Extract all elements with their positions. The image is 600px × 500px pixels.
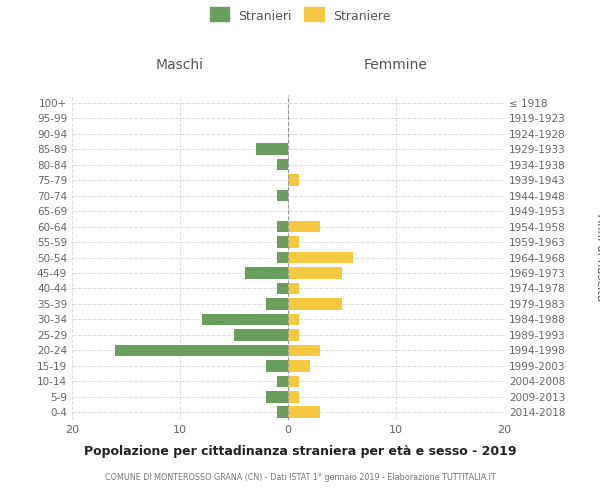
Bar xyxy=(288,406,320,418)
Bar xyxy=(288,329,299,340)
Bar xyxy=(266,298,288,310)
Bar xyxy=(288,314,299,325)
Bar xyxy=(288,267,342,279)
Bar xyxy=(277,376,288,387)
Text: Popolazione per cittadinanza straniera per età e sesso - 2019: Popolazione per cittadinanza straniera p… xyxy=(84,445,516,458)
Y-axis label: Anni di nascita: Anni di nascita xyxy=(594,214,600,301)
Bar xyxy=(277,406,288,418)
Bar xyxy=(277,236,288,248)
Bar xyxy=(288,298,342,310)
Bar xyxy=(288,252,353,264)
Bar xyxy=(277,252,288,264)
Bar xyxy=(266,391,288,402)
Bar xyxy=(266,360,288,372)
Bar xyxy=(277,159,288,170)
Bar xyxy=(288,282,299,294)
Bar xyxy=(277,190,288,202)
Bar xyxy=(234,329,288,340)
Bar xyxy=(202,314,288,325)
Bar xyxy=(288,376,299,387)
Bar xyxy=(288,236,299,248)
Text: Maschi: Maschi xyxy=(156,58,204,72)
Bar xyxy=(288,220,320,232)
Bar xyxy=(277,282,288,294)
Bar xyxy=(288,174,299,186)
Text: COMUNE DI MONTEROSSO GRANA (CN) - Dati ISTAT 1° gennaio 2019 - Elaborazione TUTT: COMUNE DI MONTEROSSO GRANA (CN) - Dati I… xyxy=(104,472,496,482)
Legend: Stranieri, Straniere: Stranieri, Straniere xyxy=(206,6,394,26)
Bar xyxy=(288,360,310,372)
Bar xyxy=(288,391,299,402)
Bar xyxy=(256,144,288,155)
Bar xyxy=(277,220,288,232)
Bar xyxy=(115,344,288,356)
Bar xyxy=(288,344,320,356)
Bar xyxy=(245,267,288,279)
Text: Femmine: Femmine xyxy=(364,58,428,72)
